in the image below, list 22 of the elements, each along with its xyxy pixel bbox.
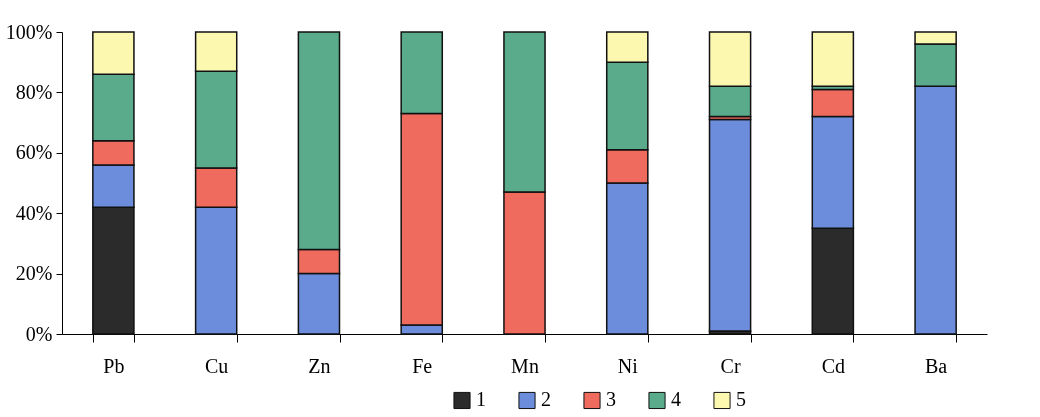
y-tick-label: 100%	[5, 20, 53, 43]
x-tick-label: Cd	[821, 354, 846, 377]
y-tick-label: 0%	[25, 322, 53, 345]
x-tick-label: Ni	[617, 354, 639, 377]
y-tick-label: 20%	[15, 262, 53, 285]
x-tick-label: Fe	[412, 354, 433, 377]
x-tick-label: Mn	[511, 354, 539, 377]
x-tick-label: Cu	[204, 354, 229, 377]
legend-label: 2	[541, 388, 551, 411]
x-tick-label: Ba	[925, 354, 948, 377]
y-tick-label: 40%	[15, 201, 53, 224]
x-tick-label: Zn	[308, 354, 331, 377]
legend-label: 4	[671, 388, 681, 411]
legend-label: 5	[736, 388, 746, 411]
x-tick-label: Pb	[103, 354, 125, 377]
x-tick-label: Cr	[720, 354, 741, 377]
bar	[811, 31, 855, 88]
y-tick-label: 60%	[15, 141, 53, 164]
legend-label: 3	[606, 388, 616, 411]
bar	[708, 118, 752, 332]
legend-label: 1	[476, 388, 486, 411]
y-tick-label: 80%	[15, 80, 53, 103]
